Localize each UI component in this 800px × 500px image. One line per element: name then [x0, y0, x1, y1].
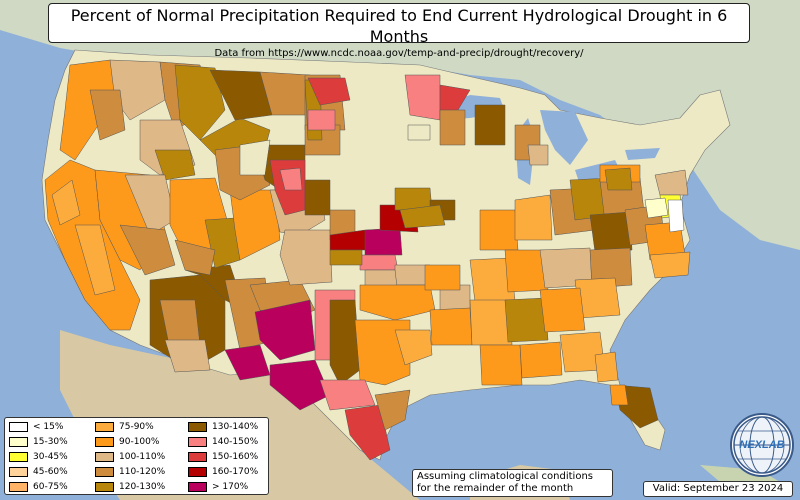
legend-swatch [188, 482, 207, 492]
legend-swatch [9, 482, 28, 492]
legend-item: 30-45% [9, 451, 68, 463]
legend-swatch [9, 467, 28, 477]
note-line-1: Assuming climatological conditions [417, 471, 593, 482]
legend-item: 160-170% [188, 466, 258, 478]
legend-swatch [188, 437, 207, 447]
valid-date: Valid: September 23 2024 [643, 481, 793, 497]
map-subtitle: Data from https://www.ncdc.noaa.gov/temp… [214, 48, 584, 59]
globe-icon: NEXLAB [733, 416, 791, 474]
legend-swatch [9, 437, 28, 447]
legend-swatch [188, 467, 207, 477]
legend-item: 140-150% [188, 436, 258, 448]
legend-item: 150-160% [188, 451, 258, 463]
legend-item: 15-30% [9, 436, 68, 448]
legend-item: 60-75% [9, 481, 68, 493]
climatology-note: Assuming climatological conditions for t… [412, 469, 613, 497]
legend-swatch [95, 422, 114, 432]
legend-item: 100-110% [95, 451, 165, 463]
legend-item: > 170% [188, 481, 248, 493]
legend-item: 130-140% [188, 421, 258, 433]
legend-item: 90-100% [95, 436, 159, 448]
legend-swatch [188, 452, 207, 462]
legend-item: 45-60% [9, 466, 68, 478]
legend-swatch [95, 482, 114, 492]
legend-swatch [95, 437, 114, 447]
note-line-2: for the remainder of the month [417, 483, 574, 494]
logo-text: NEXLAB [739, 439, 784, 451]
legend-swatch [9, 452, 28, 462]
legend-item: < 15% [9, 421, 63, 433]
legend-swatch [95, 467, 114, 477]
title-box: Percent of Normal Precipitation Required… [48, 3, 750, 59]
legend-swatch [188, 422, 207, 432]
map-title: Percent of Normal Precipitation Required… [70, 6, 728, 46]
legend-item: 75-90% [95, 421, 154, 433]
legend: < 15% 15-30% 30-45% 45-60% 60-75% 75-90%… [4, 417, 269, 495]
legend-item: 110-120% [95, 466, 165, 478]
legend-item: 120-130% [95, 481, 165, 493]
legend-swatch [9, 422, 28, 432]
legend-swatch [95, 452, 114, 462]
nexlab-logo: NEXLAB [730, 413, 794, 477]
